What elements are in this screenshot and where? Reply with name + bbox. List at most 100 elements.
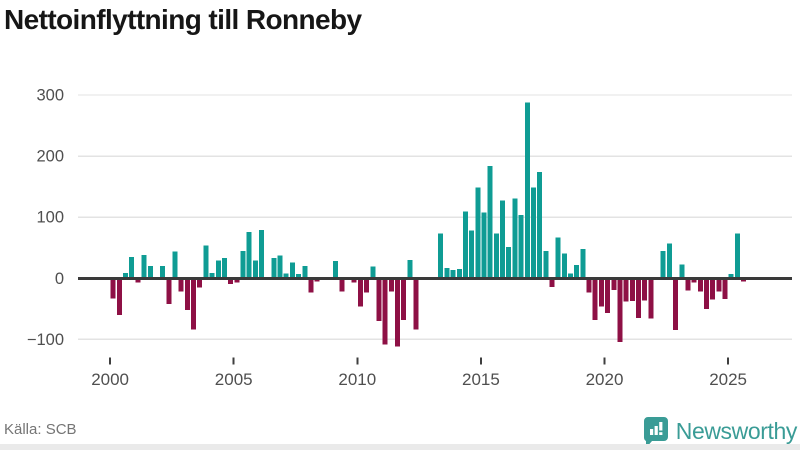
bar: [116, 278, 122, 315]
bar: [308, 278, 314, 293]
bar: [648, 278, 654, 319]
bar: [271, 258, 277, 279]
bar: [302, 266, 308, 279]
bar: [129, 256, 135, 279]
bar: [401, 278, 407, 320]
bar: [469, 230, 475, 279]
x-axis-tick-label: 2010: [338, 370, 376, 389]
newsworthy-badge-icon: [643, 416, 668, 448]
bar: [184, 278, 190, 311]
bar: [512, 198, 518, 279]
y-axis-tick-label: 200: [36, 148, 64, 166]
bar: [296, 274, 302, 279]
bar: [734, 233, 740, 279]
bar: [123, 272, 129, 279]
bar: [277, 255, 283, 279]
x-axis-tick-label: 2020: [586, 370, 624, 389]
bar: [500, 200, 506, 279]
bar: [252, 260, 258, 279]
bar: [506, 247, 512, 279]
bar: [172, 251, 178, 279]
bar: [450, 269, 456, 279]
bar: [518, 214, 524, 279]
bar: [160, 266, 166, 279]
bar: [611, 278, 617, 290]
bar: [289, 262, 295, 279]
bar: [574, 264, 580, 279]
bar: [722, 278, 728, 300]
bar: [135, 278, 141, 283]
bar: [215, 260, 221, 279]
newsworthy-logo[interactable]: Newsworthy: [643, 415, 798, 448]
bar: [364, 278, 370, 293]
bar: [642, 278, 648, 301]
bar: [623, 278, 629, 302]
bar: [685, 278, 691, 291]
y-axis-tick-label: 300: [36, 87, 64, 105]
bar: [240, 250, 246, 279]
bar: [728, 274, 734, 279]
bar: [493, 233, 499, 279]
bar: [394, 278, 400, 347]
bar: [283, 273, 289, 279]
bar: [549, 278, 555, 287]
bar: [228, 278, 234, 284]
bar: [166, 278, 172, 304]
bar: [629, 278, 635, 301]
bar: [673, 278, 679, 331]
y-axis-tick-label: 100: [36, 209, 64, 227]
bar: [333, 261, 339, 279]
bar: [530, 187, 536, 279]
bar: [438, 233, 444, 279]
bar: [605, 278, 611, 314]
bar: [357, 278, 363, 307]
newsworthy-wordmark: Newsworthy: [675, 417, 798, 444]
bar: [586, 278, 592, 293]
bar: [537, 171, 543, 279]
x-axis-tick-label: 2000: [91, 370, 129, 389]
bar: [710, 278, 716, 300]
bar: [487, 165, 493, 279]
bar: [660, 250, 666, 279]
bar: [197, 278, 203, 288]
bar: [697, 278, 703, 292]
bar: [191, 278, 197, 330]
x-axis-tick-label: 2025: [709, 370, 747, 389]
bar: [110, 278, 116, 299]
bar: [314, 278, 320, 282]
bar: [234, 278, 240, 283]
bar: [555, 237, 561, 279]
bar: [598, 278, 604, 307]
bar: [636, 278, 641, 319]
bar: [339, 278, 345, 292]
bar: [259, 230, 265, 279]
bar: [666, 243, 672, 279]
bar: [382, 278, 388, 345]
bar: [741, 278, 747, 282]
bar: [221, 258, 227, 279]
bar: [351, 278, 357, 283]
bar: [388, 278, 394, 292]
bar: [246, 231, 252, 279]
bar-chart: 300 200 100 0 −100 2000 2005 2010 2015 2020 2025: [27, 87, 792, 389]
source-label: Källa: SCB: [4, 421, 77, 438]
y-axis-tick-label: −100: [27, 331, 64, 349]
chart-title: Nettoinflyttning till Ronneby: [4, 4, 362, 35]
bar: [481, 212, 487, 279]
bar: [407, 259, 413, 279]
bar: [141, 255, 147, 279]
footer-divider: [0, 444, 800, 450]
bar: [209, 272, 215, 279]
bar: [376, 278, 382, 322]
bar: [543, 250, 549, 279]
bar: [370, 266, 376, 279]
y-axis-tick-label: 0: [55, 270, 64, 288]
bar: [691, 278, 697, 283]
x-axis-tick-label: 2005: [215, 370, 253, 389]
bar: [524, 102, 530, 279]
bar: [178, 278, 184, 292]
bar: [716, 278, 722, 292]
bar: [592, 278, 598, 320]
bar: [679, 264, 685, 279]
bar: [203, 245, 209, 279]
